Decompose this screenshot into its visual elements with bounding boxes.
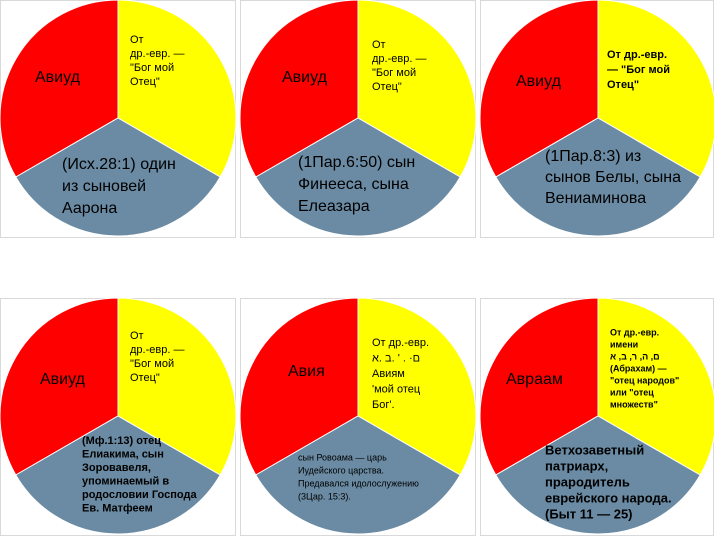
blue-sector <box>255 415 461 535</box>
top-text: Бог'. <box>372 399 395 411</box>
top-text: Авиям <box>372 368 405 380</box>
top-text: др.-евр. — <box>130 48 184 60</box>
sector-name: Авиуд <box>282 69 328 86</box>
bottom-text: еврейского народа. <box>545 490 672 505</box>
bottom-text: Аарона <box>62 200 117 217</box>
bottom-text: Елиакима, сын <box>82 448 164 460</box>
red-sector <box>239 0 359 178</box>
sector-name: Авиуд <box>40 371 86 388</box>
top-text: Отец" <box>130 372 160 384</box>
blue-sector <box>255 117 461 237</box>
bottom-text: Иудейского царства. <box>298 465 384 475</box>
red-sector <box>479 0 599 178</box>
bottom-text: Зоровавеля, <box>82 462 151 474</box>
bottom-text: сын Ровоама — царь <box>298 452 387 462</box>
blue-sector <box>15 415 221 535</box>
top-text: От <box>130 34 144 46</box>
bottom-text: (Быт 11 — 25) <box>545 506 633 521</box>
sector-name: Авраам <box>506 371 563 388</box>
bottom-text: (3Цар. 15:3). <box>298 491 351 501</box>
bottom-text: (1Пар.6:50) сын <box>298 154 415 171</box>
sector-name: Авиуд <box>35 69 81 86</box>
bottom-text: (Мф.1:13) отец <box>82 435 161 447</box>
top-text: или "отец <box>610 387 654 397</box>
top-text: (Абрахам) — <box>610 363 667 373</box>
top-text: множеств" <box>610 399 658 409</box>
top-text: др.-евр. — <box>130 344 184 356</box>
bottom-text: Ветхозаветный <box>545 442 644 457</box>
top-text: От <box>372 39 386 51</box>
yellow-sector <box>117 0 237 178</box>
top-text: 'мой отец <box>372 383 421 395</box>
bottom-text: (1Пар.8:3) из <box>545 148 641 165</box>
top-text: "Бог мой <box>130 62 174 74</box>
top-text: "Бог мой <box>130 358 174 370</box>
bottom-text: Ев. Матфеем <box>82 502 153 514</box>
red-sector <box>0 297 119 476</box>
bottom-text: сынов Белы, сына <box>545 169 681 186</box>
bottom-text: (Исх.28:1) один <box>62 156 176 173</box>
red-sector <box>0 0 119 178</box>
top-text: Отец" <box>372 81 402 93</box>
top-text: — "Бог мой <box>607 64 670 76</box>
blue-sector <box>15 117 221 237</box>
sector-name: Авия <box>288 363 325 380</box>
red-sector <box>479 297 599 476</box>
yellow-sector <box>597 0 714 178</box>
bottom-text: Предавался идолослужению <box>298 478 419 488</box>
top-text: От др.-евр. <box>607 49 667 61</box>
top-text: От др.-евр. <box>610 327 659 337</box>
top-text: имени <box>610 339 638 349</box>
blue-sector <box>495 415 701 535</box>
blue-sector <box>495 117 701 237</box>
sector-name: Авиуд <box>516 73 562 90</box>
bottom-text: упоминаемый в <box>82 475 169 487</box>
bottom-text: Елеазара <box>298 198 370 215</box>
bottom-text: Финееса, сына <box>298 176 409 193</box>
top-text: ם, ה, ר, ב, א <box>610 351 660 361</box>
bottom-text: прародитель <box>545 474 630 489</box>
top-text: ם· . ' .ב .א <box>372 352 420 364</box>
top-text: "Бог мой <box>372 67 416 79</box>
top-text: От <box>130 330 144 342</box>
top-text: "отец народов" <box>610 375 679 385</box>
top-text: Отец" <box>607 79 639 91</box>
top-text: др.-евр. — <box>372 53 426 65</box>
yellow-sector <box>357 0 477 178</box>
yellow-sector <box>357 297 477 476</box>
bottom-text: родословии Господа <box>82 489 197 501</box>
red-sector <box>239 297 359 476</box>
yellow-sector <box>597 297 714 476</box>
bottom-text: Вениаминова <box>545 190 646 207</box>
top-text: Отец" <box>130 76 160 88</box>
bottom-text: из сыновей <box>62 178 146 195</box>
yellow-sector <box>117 297 237 476</box>
bottom-text: патриарх, <box>545 458 608 473</box>
top-text: От др.-евр. <box>372 337 429 349</box>
